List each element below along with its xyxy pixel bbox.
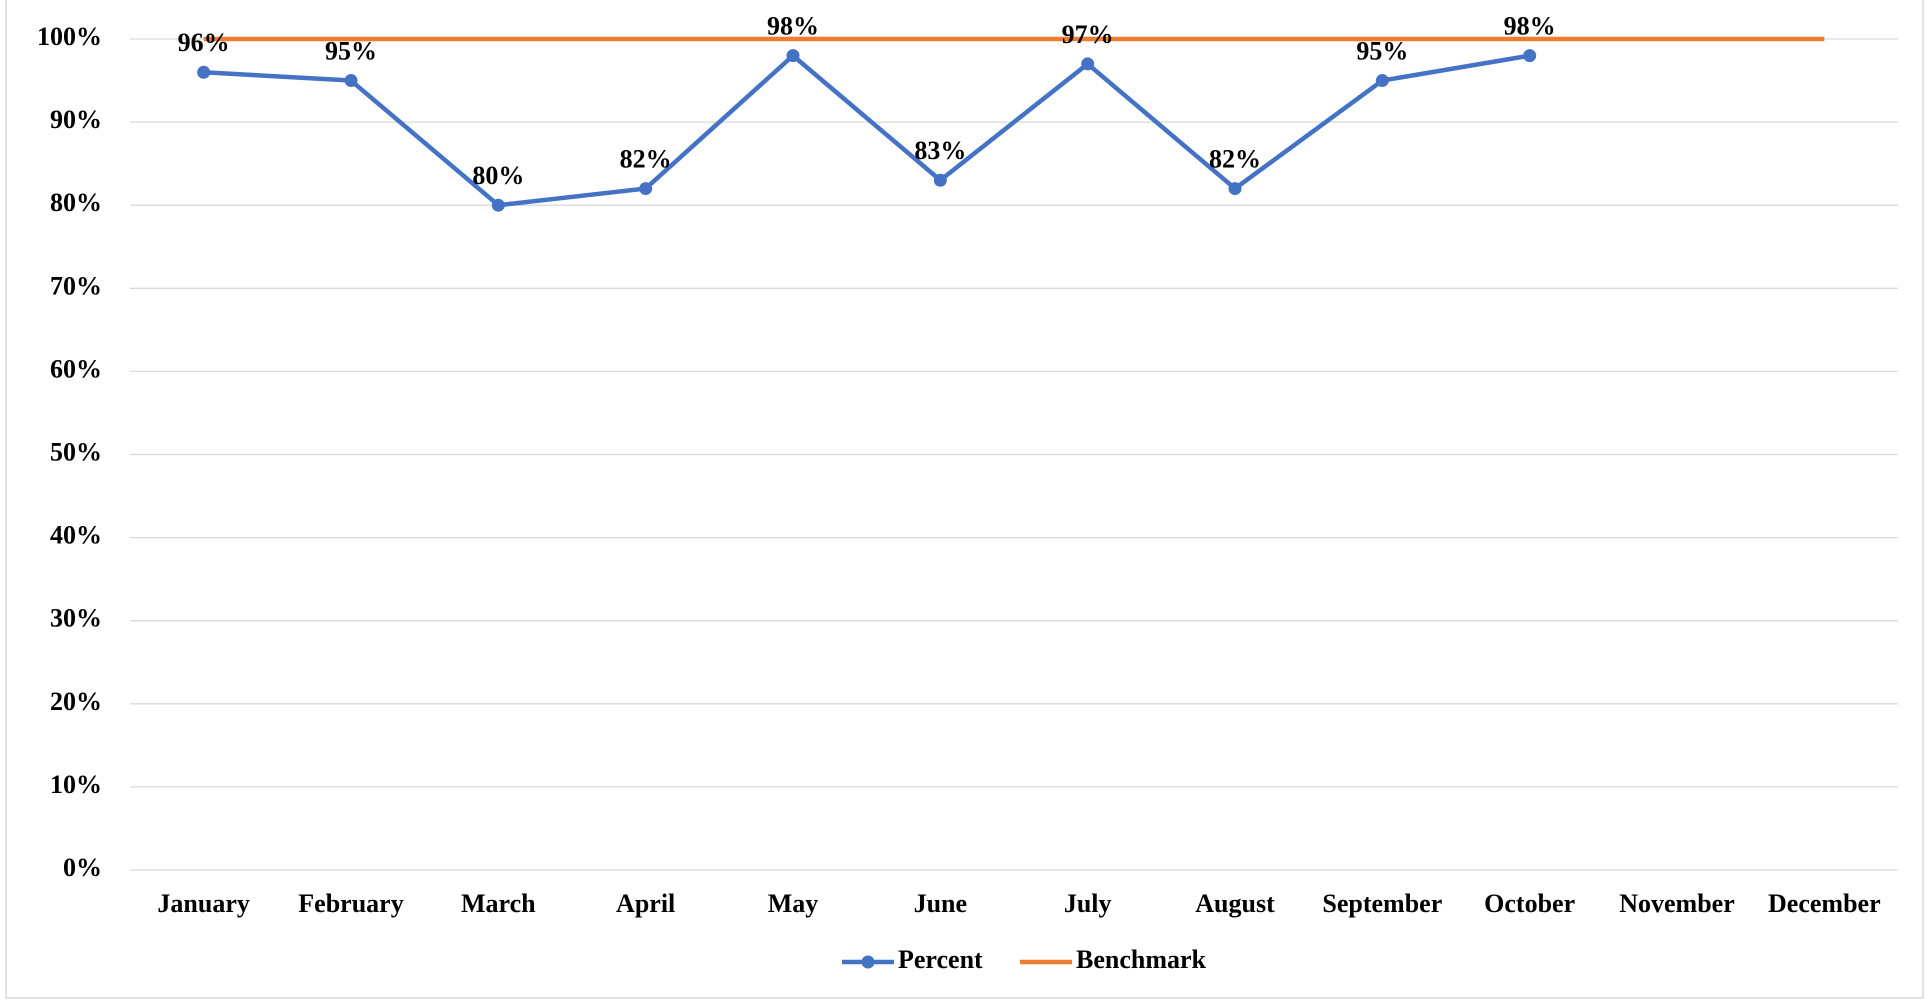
- data-label: 97%: [1062, 20, 1114, 49]
- data-label: 83%: [914, 136, 966, 165]
- y-tick-label: 70%: [50, 271, 102, 300]
- y-tick-label: 0%: [63, 853, 102, 882]
- x-tick-label: February: [298, 889, 403, 918]
- data-label: 82%: [1209, 145, 1261, 174]
- legend-label: Benchmark: [1076, 945, 1207, 974]
- data-label: 80%: [472, 161, 524, 190]
- x-tick-label: November: [1619, 889, 1735, 918]
- y-tick-label: 30%: [50, 604, 102, 633]
- x-tick-label: May: [768, 889, 819, 918]
- data-point: [786, 49, 800, 63]
- data-point: [491, 198, 505, 212]
- x-tick-label: October: [1484, 889, 1575, 918]
- x-tick-label: September: [1322, 889, 1442, 918]
- series-line: [203, 53, 1531, 208]
- data-point: [1228, 182, 1242, 196]
- y-tick-label: 60%: [50, 354, 102, 383]
- legend-label: Percent: [898, 945, 983, 974]
- data-label: 95%: [1356, 37, 1408, 66]
- x-tick-label: January: [157, 889, 249, 918]
- data-point: [933, 173, 947, 187]
- y-tick-label: 80%: [50, 188, 102, 217]
- data-point: [639, 182, 653, 196]
- x-tick-label: July: [1064, 889, 1112, 918]
- x-tick-label: August: [1195, 889, 1275, 918]
- data-label: 96%: [178, 28, 230, 57]
- x-tick-label: April: [616, 889, 675, 918]
- chart-frame: [5, 0, 1924, 999]
- x-tick-label: March: [461, 889, 536, 918]
- y-tick-label: 20%: [50, 687, 102, 716]
- data-label: 98%: [1504, 12, 1556, 41]
- data-point: [1081, 57, 1095, 71]
- y-tick-label: 90%: [50, 105, 102, 134]
- data-point: [344, 74, 358, 88]
- data-label: 95%: [325, 37, 377, 66]
- y-tick-label: 40%: [50, 521, 102, 550]
- y-tick-label: 50%: [50, 437, 102, 466]
- data-point: [197, 65, 211, 79]
- legend-marker: [861, 955, 875, 969]
- y-tick-label: 10%: [50, 770, 102, 799]
- data-label: 82%: [620, 145, 672, 174]
- data-label: 98%: [767, 12, 819, 41]
- data-point: [1375, 74, 1389, 88]
- y-tick-label: 100%: [37, 22, 102, 51]
- x-tick-label: December: [1768, 889, 1881, 918]
- data-point: [1523, 49, 1537, 63]
- x-tick-label: June: [914, 889, 967, 918]
